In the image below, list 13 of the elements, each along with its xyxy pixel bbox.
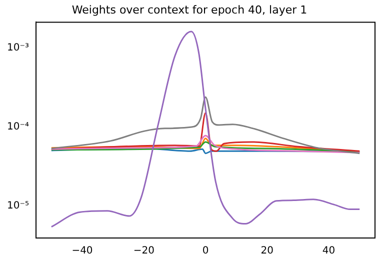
x-tick-label: −40 xyxy=(72,246,93,257)
y-tick-label: 10⁻⁴ xyxy=(6,121,30,132)
x-tick-label: 0 xyxy=(202,246,209,257)
line-series xyxy=(50,134,360,154)
line-series xyxy=(50,96,360,154)
x-tick-label: 40 xyxy=(322,246,336,257)
chart-title: Weights over context for epoch 40, layer 1 xyxy=(72,3,308,16)
line-series xyxy=(50,30,360,228)
y-tick-label: 10⁻³ xyxy=(6,42,30,54)
line-series xyxy=(50,141,360,153)
x-tick-label: −20 xyxy=(133,246,154,257)
y-tick-label: 10⁻⁵ xyxy=(6,200,30,212)
x-tick-label: 20 xyxy=(260,246,274,257)
